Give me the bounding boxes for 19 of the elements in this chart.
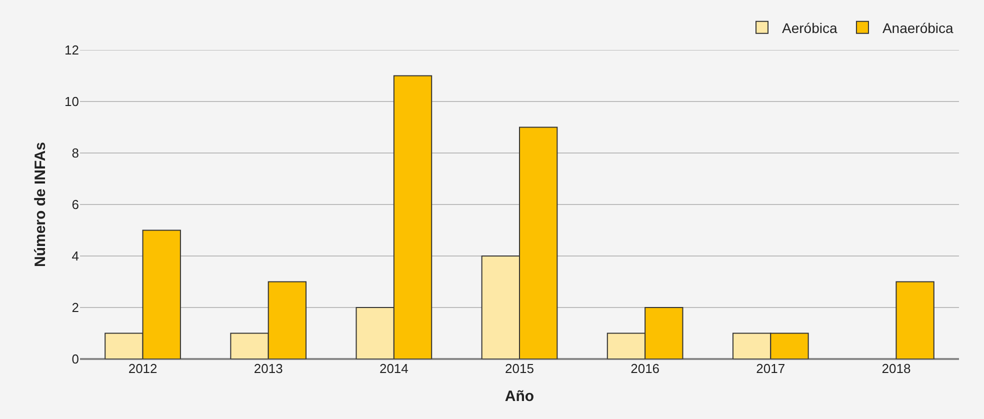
x-tick-label: 2013 [254, 361, 283, 376]
y-tick-label: 2 [72, 300, 79, 316]
y-axis-title: Número de INFAs [32, 142, 49, 268]
legend-label: Anaeróbica [882, 20, 954, 36]
y-tick-label: 0 [72, 352, 79, 367]
y-tick-label: 4 [72, 248, 79, 264]
x-axis-title: Año [504, 388, 534, 405]
x-tick-label: 2017 [756, 361, 786, 376]
x-tick-label: 2018 [882, 361, 911, 376]
legend-label: Aeróbica [782, 20, 838, 36]
bar [896, 281, 934, 359]
x-tick-label: 2014 [379, 361, 408, 376]
x-tick-label: 2016 [630, 361, 660, 376]
y-tick-label: 6 [72, 197, 79, 212]
y-tick-label: 8 [72, 146, 79, 161]
y-tick-label: 10 [64, 94, 79, 110]
y-tick-label: 12 [64, 42, 79, 58]
x-tick-label: 2015 [505, 361, 534, 376]
x-tick-label: 2012 [128, 361, 158, 376]
